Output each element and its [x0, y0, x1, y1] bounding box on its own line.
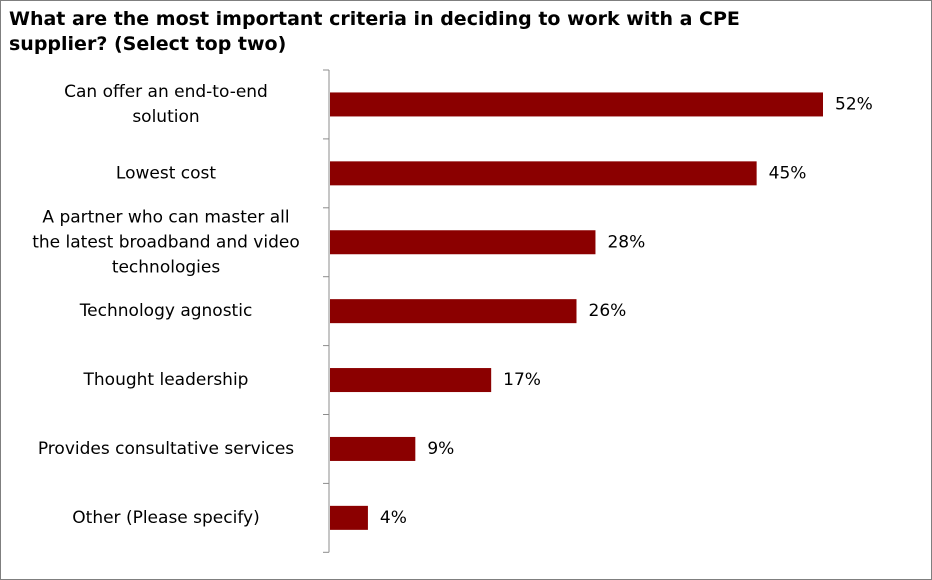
bars-layer	[330, 92, 823, 530]
value-label: 4%	[380, 508, 407, 528]
category-label: Technology agnostic	[79, 301, 253, 321]
value-label: 17%	[503, 370, 541, 390]
labels-layer: 52% Can offer an end-to-end solution 45% Low…	[32, 82, 873, 528]
bar	[330, 161, 757, 186]
value-label: 28%	[607, 232, 645, 252]
value-label: 45%	[769, 163, 807, 183]
bar	[330, 436, 416, 461]
category-label: Other (Please specify)	[72, 508, 259, 528]
value-label: 9%	[427, 439, 454, 459]
chart-title: What are the most important criteria in …	[9, 8, 740, 55]
bar	[330, 230, 596, 255]
value-label: 26%	[589, 301, 627, 321]
category-label: Can offer an end-to-end solution	[64, 82, 268, 127]
category-label: Provides consultative services	[38, 439, 294, 459]
axis-layer	[323, 69, 330, 553]
bar	[330, 299, 577, 324]
bar	[330, 368, 492, 393]
bar	[330, 92, 823, 117]
category-label: Thought leadership	[83, 370, 249, 390]
bar	[330, 505, 368, 530]
value-label: 52%	[835, 94, 873, 114]
category-label: Lowest cost	[116, 163, 216, 183]
category-label: A partner who can master all the latest b…	[32, 207, 300, 277]
